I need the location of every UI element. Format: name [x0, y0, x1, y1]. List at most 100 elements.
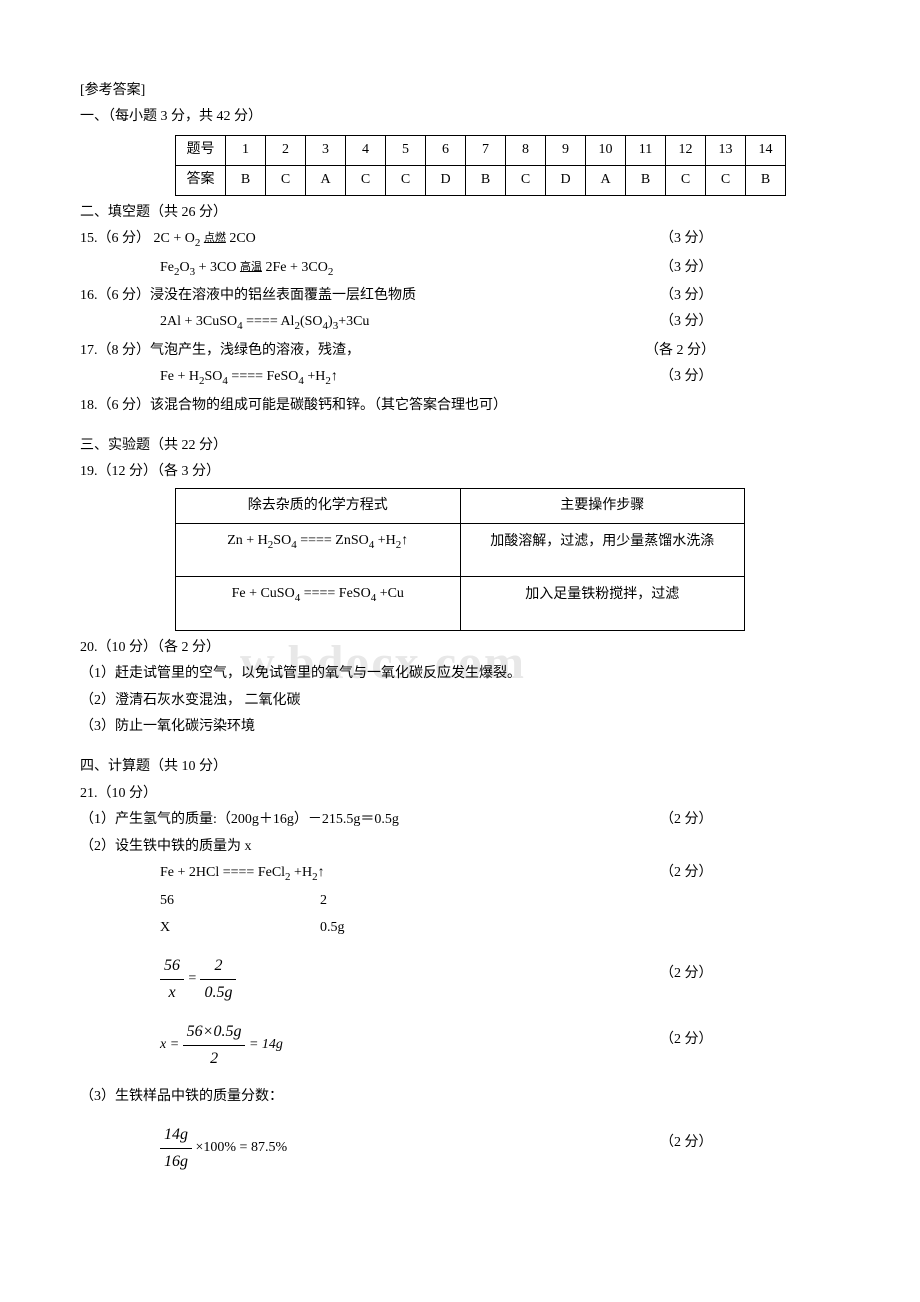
th: 1 [226, 135, 266, 165]
num: 56×0.5g [183, 1019, 246, 1046]
cell: 加入足量铁粉搅拌，过滤 [460, 577, 745, 630]
ans: A [306, 165, 346, 195]
text: X [160, 917, 320, 939]
ans: D [546, 165, 586, 195]
cell: Fe + CuSO4 ==== FeSO4 +Cu [176, 577, 461, 630]
text: ↑ [318, 865, 325, 880]
text: + 3CO [195, 260, 240, 275]
cell: Zn + H2SO4 ==== ZnSO4 +H2↑ [176, 524, 461, 577]
den: x [160, 980, 184, 1006]
th: 9 [546, 135, 586, 165]
text: 2CO [229, 231, 255, 246]
text: Zn + H [227, 533, 268, 548]
den: 16g [160, 1149, 192, 1175]
title: [参考答案] [80, 80, 840, 102]
text: SO [205, 369, 223, 384]
text: Fe + CuSO [232, 586, 295, 601]
fraction: 20.5g [200, 953, 236, 1005]
ans: B [746, 165, 786, 195]
q21-frac2: x = 56×0.5g2 = 14g （2 分） [80, 1019, 840, 1071]
fraction: 56×0.5g2 [183, 1019, 246, 1071]
ans: C [506, 165, 546, 195]
text: +H [291, 865, 313, 880]
section3-heading: 三、实验题（共 22 分） [80, 435, 840, 457]
q21-p1: （1）产生氢气的质量:（200g＋16g）－215.5g＝0.5g （2 分） [80, 809, 840, 831]
text: O [180, 260, 190, 275]
q20-p1: （1）赶走试管里的空气，以免试管里的氧气与一氧化碳反应发生爆裂。 [80, 663, 840, 685]
text: （1）产生氢气的质量:（200g＋16g）－215.5g＝0.5g [80, 812, 399, 827]
text: SO [273, 533, 291, 548]
ans: B [626, 165, 666, 195]
q21-p3: （3）生铁样品中铁的质量分数： [80, 1086, 840, 1108]
q19-label: 19.（12 分）（各 3 分） [80, 461, 840, 483]
text: 0.5g [320, 920, 345, 935]
q20-p3: （3）防止一氧化碳污染环境 [80, 716, 840, 738]
q17-line1: 17.（8 分）气泡产生，浅绿色的溶液，残渣， （各 2 分） [80, 340, 840, 362]
th: 除去杂质的化学方程式 [176, 488, 461, 523]
score: （3 分） [660, 311, 713, 333]
q21-eq1: Fe + 2HCl ==== FeCl2 +H2↑ （2 分） [80, 862, 840, 886]
equals: = [188, 971, 201, 986]
section4-heading: 四、计算题（共 10 分） [80, 756, 840, 778]
th: 11 [626, 135, 666, 165]
ans: A [586, 165, 626, 195]
fraction: 14g16g [160, 1122, 192, 1174]
fraction: 56x [160, 953, 184, 1005]
text: Fe + H [160, 369, 199, 384]
text: 15.（6 分） 2C + O [80, 231, 195, 246]
condition: 点燃 [204, 232, 226, 244]
q15-line2: Fe2O3 + 3CO 高温 2Fe + 3CO2 （3 分） [80, 257, 840, 281]
sub: 2 [328, 265, 334, 277]
q16-line1: 16.（6 分）浸没在溶液中的铝丝表面覆盖一层红色物质 （3 分） [80, 285, 840, 307]
th: 7 [466, 135, 506, 165]
th: 主要操作步骤 [460, 488, 745, 523]
section2-heading: 二、填空题（共 26 分） [80, 202, 840, 224]
text: Fe + 2HCl ==== FeCl [160, 865, 285, 880]
text: 2Al + 3CuSO [160, 314, 237, 329]
score: （2 分） [660, 862, 713, 884]
q20-label: 20.（10 分）（各 2 分） [80, 637, 840, 659]
text: +H [304, 369, 326, 384]
answer-table: 题号 1 2 3 4 5 6 7 8 9 10 11 12 13 14 答案 B… [175, 135, 786, 196]
val: 14g [262, 1037, 283, 1052]
q20-p2: （2）澄清石灰水变混浊， 二氧化碳 [80, 690, 840, 712]
th: 4 [346, 135, 386, 165]
th: 5 [386, 135, 426, 165]
text: ↑ [401, 533, 408, 548]
score: （2 分） [660, 1132, 713, 1154]
q18: 18.（6 分）该混合物的组成可能是碳酸钙和锌。（其它答案合理也可） [80, 395, 840, 417]
ans: C [266, 165, 306, 195]
th: 12 [666, 135, 706, 165]
score: （2 分） [660, 809, 713, 831]
score: （3 分） [660, 285, 713, 307]
th: 8 [506, 135, 546, 165]
ans: C [386, 165, 426, 195]
q21-eq2: 562 [80, 890, 840, 912]
text: 17.（8 分）气泡产生，浅绿色的溶液，残渣， [80, 343, 360, 358]
q21-frac3: 14g16g ×100% = 87.5% （2 分） [80, 1122, 840, 1174]
document-content: [参考答案] 一、（每小题 3 分，共 42 分） 题号 1 2 3 4 5 6… [80, 80, 840, 1174]
text: ↑ [331, 369, 338, 384]
experiment-table: 除去杂质的化学方程式 主要操作步骤 Zn + H2SO4 ==== ZnSO4 … [175, 488, 745, 631]
ans: C [706, 165, 746, 195]
score: （各 2 分） [645, 340, 715, 362]
text: ==== ZnSO [297, 533, 369, 548]
text: ==== FeSO [300, 586, 370, 601]
text: +Cu [376, 586, 404, 601]
score: （2 分） [660, 963, 713, 985]
ans: C [346, 165, 386, 195]
text: +3Cu [338, 314, 369, 329]
text: 2 [320, 893, 327, 908]
text: 2Fe + 3CO [265, 260, 327, 275]
row-label: 题号 [176, 135, 226, 165]
ans: B [466, 165, 506, 195]
th: 10 [586, 135, 626, 165]
q21-label: 21.（10 分） [80, 783, 840, 805]
score: （3 分） [660, 366, 713, 388]
text: Fe [160, 260, 174, 275]
q17-line2: Fe + H2SO4 ==== FeSO4 +H2↑ （3 分） [80, 366, 840, 390]
cell: 加酸溶解，过滤，用少量蒸馏水洗涤 [460, 524, 745, 577]
score: （2 分） [660, 1029, 713, 1051]
th: 14 [746, 135, 786, 165]
den: 2 [183, 1046, 246, 1072]
